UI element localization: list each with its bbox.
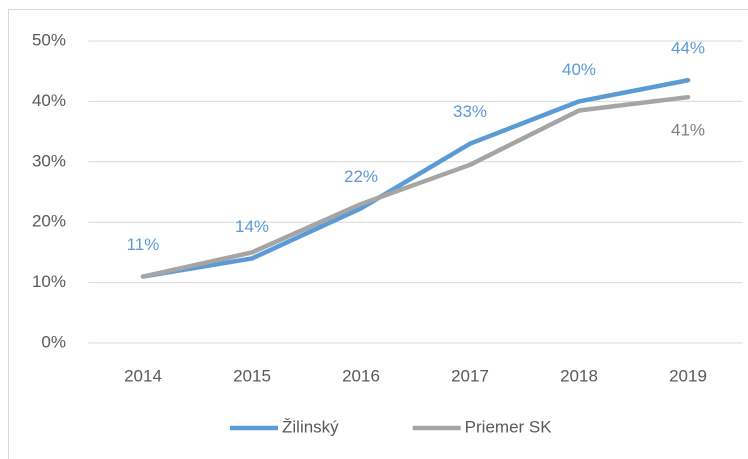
y-tick-label: 10% — [32, 272, 66, 291]
series-line — [140, 94, 691, 279]
data-label: 33% — [453, 102, 487, 121]
x-tick-label: 2016 — [342, 366, 380, 385]
data-label: 11% — [127, 235, 160, 254]
x-tick-label: 2015 — [233, 366, 271, 385]
y-tick-label: 50% — [32, 30, 66, 49]
y-tick-label: 20% — [32, 212, 66, 231]
data-label: 22% — [344, 167, 378, 186]
x-tick-label: 2014 — [124, 366, 162, 385]
chart-border — [8, 9, 748, 459]
y-tick-label: 30% — [32, 151, 66, 170]
data-label: 44% — [671, 39, 705, 58]
legend-label: Žilinský — [282, 417, 339, 436]
data-label: 41% — [671, 121, 705, 140]
x-tick-label: 2019 — [669, 366, 707, 385]
series-line — [140, 78, 691, 279]
x-tick-label: 2017 — [451, 366, 489, 385]
y-tick-label: 0% — [41, 332, 66, 351]
data-label: 14% — [235, 217, 269, 236]
x-tick-label: 2018 — [560, 366, 598, 385]
y-tick-label: 40% — [32, 91, 66, 110]
legend-label: Priemer SK — [465, 417, 553, 436]
data-label: 40% — [562, 60, 596, 79]
